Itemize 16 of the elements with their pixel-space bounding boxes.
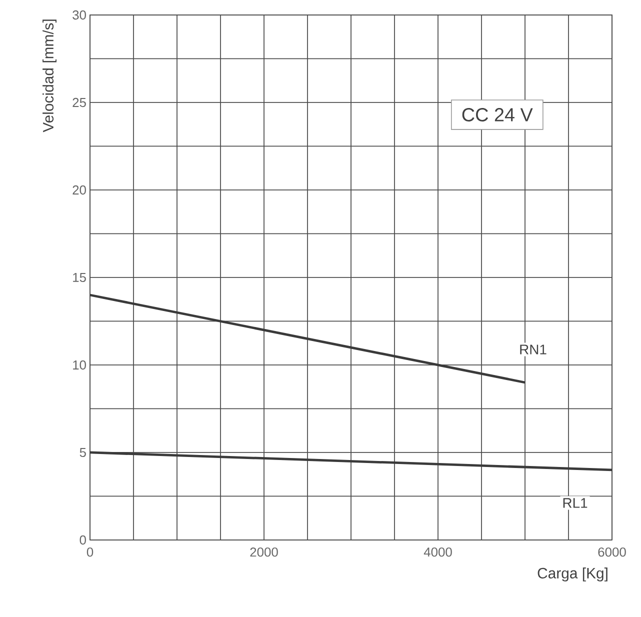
y-tick-label: 30 [72,10,86,20]
y-tick-label: 25 [72,98,86,108]
annotation: CC 24 V [462,108,533,122]
y-tick-label: 0 [80,535,86,545]
y-axis-title: Velocidad [mm/s] [42,20,56,132]
x-tick-label: 0 [86,548,94,557]
text: RL1 [563,498,588,508]
y-tick-label: 10 [73,360,86,370]
y-tick-label: 20 [72,185,86,195]
x-axis-title: Carga [Kg] [538,568,608,582]
series-label: RN1 [520,344,546,354]
x-tick-label: 2000 [250,548,278,557]
x-tick-label: 6000 [598,548,626,557]
x-tick-label: 4000 [424,548,452,557]
y-tick-label: 5 [80,448,86,457]
y-tick-label: 15 [73,272,86,282]
